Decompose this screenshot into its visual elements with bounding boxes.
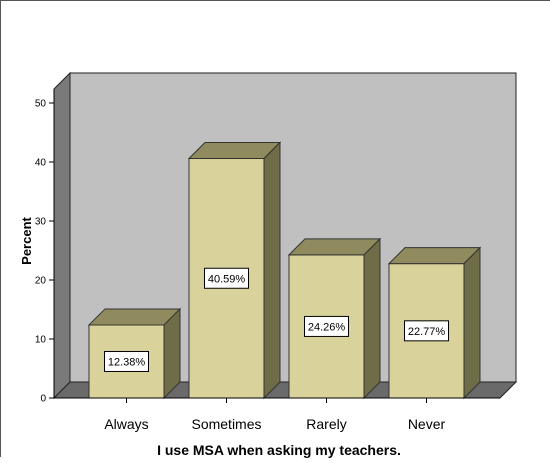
x-axis-label: I use MSA when asking my teachers. — [157, 442, 401, 458]
bar-side — [263, 141, 281, 400]
data-label-box — [304, 315, 349, 337]
y-tick-label: 30 — [35, 217, 47, 228]
data-label: 12.38% — [108, 356, 146, 368]
data-label: 22.77% — [408, 326, 446, 338]
y-tick-label: 50 — [35, 99, 47, 110]
bar-never: 22.77% — [387, 246, 482, 400]
data-label-box — [404, 320, 449, 342]
bar-always: 12.38% — [87, 307, 182, 400]
data-label: 24.26% — [308, 321, 346, 333]
bar-sometimes: 40.59% — [187, 141, 282, 400]
x-tick-label: Never — [408, 416, 446, 432]
bar-side — [163, 307, 181, 400]
x-tick-label: Always — [104, 416, 148, 432]
plot-left-wall — [53, 71, 71, 400]
data-label-box — [104, 350, 149, 372]
bar-rarely: 24.26% — [287, 237, 382, 400]
y-tick-label: 20 — [35, 276, 47, 287]
data-label-box — [204, 267, 249, 289]
y-tick-label: 0 — [40, 394, 46, 405]
y-axis-label: Percent — [19, 216, 34, 264]
data-label: 40.59% — [208, 273, 246, 285]
bar-side — [463, 246, 481, 400]
x-tick-label: Sometimes — [191, 416, 261, 432]
y-tick-label: 10 — [35, 335, 47, 346]
x-tick-label: Rarely — [306, 416, 346, 432]
bar-side — [363, 237, 381, 400]
y-tick-label: 40 — [35, 158, 47, 169]
